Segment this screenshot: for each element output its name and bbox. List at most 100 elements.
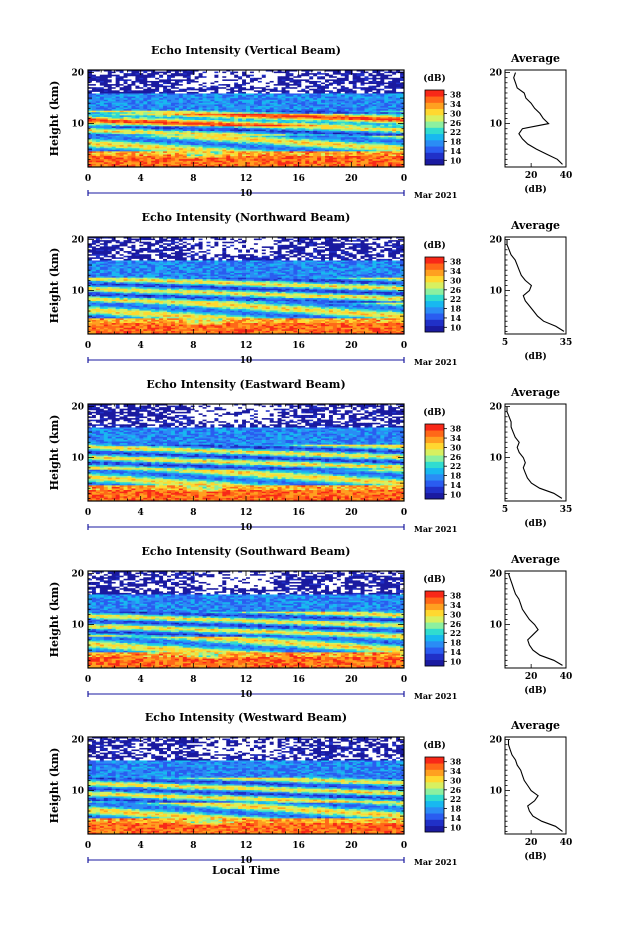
- heatmap-cell: [143, 101, 148, 104]
- heatmap-cell: [190, 107, 196, 110]
- heatmap-cell: [88, 84, 93, 87]
- heatmap-cell: [115, 118, 120, 121]
- heatmap-cell: [214, 165, 219, 167]
- heatmap-cell: [167, 102, 172, 105]
- heatmap-cell: [261, 160, 267, 163]
- heatmap-cell: [111, 138, 117, 141]
- heatmap-cell: [151, 85, 156, 88]
- heatmap-cell: [178, 102, 184, 105]
- heatmap-cell: [123, 121, 128, 124]
- heatmap-cell: [210, 145, 215, 148]
- heatmap-cell: [257, 101, 263, 104]
- heatmap-cell: [234, 79, 239, 82]
- heatmap-cell: [103, 151, 109, 154]
- heatmap-cell: [360, 123, 365, 126]
- heatmap-cell: [174, 138, 180, 141]
- heatmap-cell: [392, 132, 397, 135]
- heatmap-cell: [285, 123, 290, 126]
- heatmap-cell: [285, 157, 290, 160]
- heatmap-cell: [139, 77, 144, 80]
- heatmap-gap: [198, 70, 203, 72]
- heatmap-cell: [332, 121, 338, 124]
- heatmap-cell: [226, 107, 231, 110]
- heatmap-cell: [352, 95, 357, 97]
- heatmap-cell: [305, 93, 310, 96]
- heatmap-cell: [214, 146, 219, 149]
- heatmap-cell: [380, 93, 385, 96]
- heatmap-cell: [313, 112, 318, 115]
- heatmap-cell: [277, 151, 282, 154]
- heatmap-cell: [238, 124, 243, 127]
- heatmap-cell: [313, 151, 318, 154]
- heatmap-cell: [234, 151, 239, 154]
- heatmap-gap: [344, 85, 350, 88]
- heatmap-cell: [253, 138, 259, 141]
- heatmap-cell: [325, 102, 330, 105]
- heatmap-cell: [344, 113, 350, 116]
- heatmap-cell: [159, 93, 164, 96]
- heatmap-cell: [332, 98, 338, 101]
- heatmap-cell: [293, 145, 298, 148]
- heatmap-cell: [123, 82, 128, 85]
- heatmap-cell: [131, 107, 136, 110]
- heatmap-cell: [360, 160, 365, 163]
- heatmap-cell: [163, 88, 168, 91]
- heatmap-cell: [131, 159, 136, 162]
- heatmap-cell: [170, 152, 176, 155]
- heatmap-cell: [202, 115, 207, 118]
- heatmap-gap: [202, 73, 207, 76]
- heatmap-cell: [194, 104, 199, 107]
- heatmap-cell: [376, 107, 381, 110]
- heatmap-gap: [273, 74, 278, 77]
- heatmap-cell: [151, 73, 156, 76]
- heatmap-cell: [234, 104, 239, 107]
- heatmap-cell: [253, 151, 259, 154]
- heatmap-cell: [332, 101, 338, 104]
- heatmap-cell: [167, 149, 172, 152]
- heatmap-cell: [293, 102, 298, 105]
- heatmap-cell: [103, 90, 109, 93]
- heatmap-cell: [273, 95, 278, 97]
- heatmap-cell: [297, 126, 302, 129]
- heatmap-cell: [293, 131, 298, 133]
- heatmap-cell: [143, 162, 148, 165]
- heatmap-cell: [277, 109, 282, 112]
- heatmap-cell: [380, 109, 385, 112]
- heatmap-cell: [95, 87, 101, 90]
- heatmap-cell: [99, 82, 105, 85]
- heatmap-cell: [178, 135, 184, 138]
- heatmap-cell: [238, 138, 243, 141]
- heatmap-cell: [190, 101, 196, 104]
- heatmap-cell: [325, 73, 330, 76]
- heatmap-gap: [253, 91, 259, 94]
- heatmap-gap: [238, 82, 243, 85]
- heatmap-cell: [202, 95, 207, 97]
- heatmap-cell: [340, 149, 346, 152]
- heatmap-cell: [159, 146, 164, 149]
- heatmap-cell: [111, 151, 117, 154]
- heatmap-cell: [135, 121, 140, 124]
- heatmap-cell: [147, 110, 152, 113]
- heatmap-cell: [352, 85, 357, 88]
- heatmap-gap: [269, 71, 275, 74]
- heatmap-cell: [384, 93, 389, 96]
- heatmap-cell: [131, 104, 136, 107]
- heatmap-cell: [186, 140, 192, 143]
- heatmap-cell: [147, 163, 152, 166]
- heatmap-cell: [194, 115, 199, 118]
- heatmap-cell: [392, 99, 397, 102]
- heatmap-cell: [301, 93, 306, 96]
- heatmap-cell: [360, 87, 365, 90]
- heatmap-gap: [182, 77, 188, 80]
- heatmap-cell: [95, 140, 101, 143]
- heatmap-cell: [111, 110, 117, 113]
- heatmap-gap: [214, 84, 219, 87]
- heatmap-cell: [234, 85, 239, 88]
- heatmap-cell: [147, 141, 152, 144]
- heatmap-cell: [127, 99, 132, 102]
- heatmap-cell: [261, 159, 267, 162]
- heatmap-cell: [95, 154, 101, 157]
- heatmap-cell: [115, 120, 120, 123]
- heatmap-cell: [167, 132, 172, 135]
- heatmap-cell: [368, 157, 373, 160]
